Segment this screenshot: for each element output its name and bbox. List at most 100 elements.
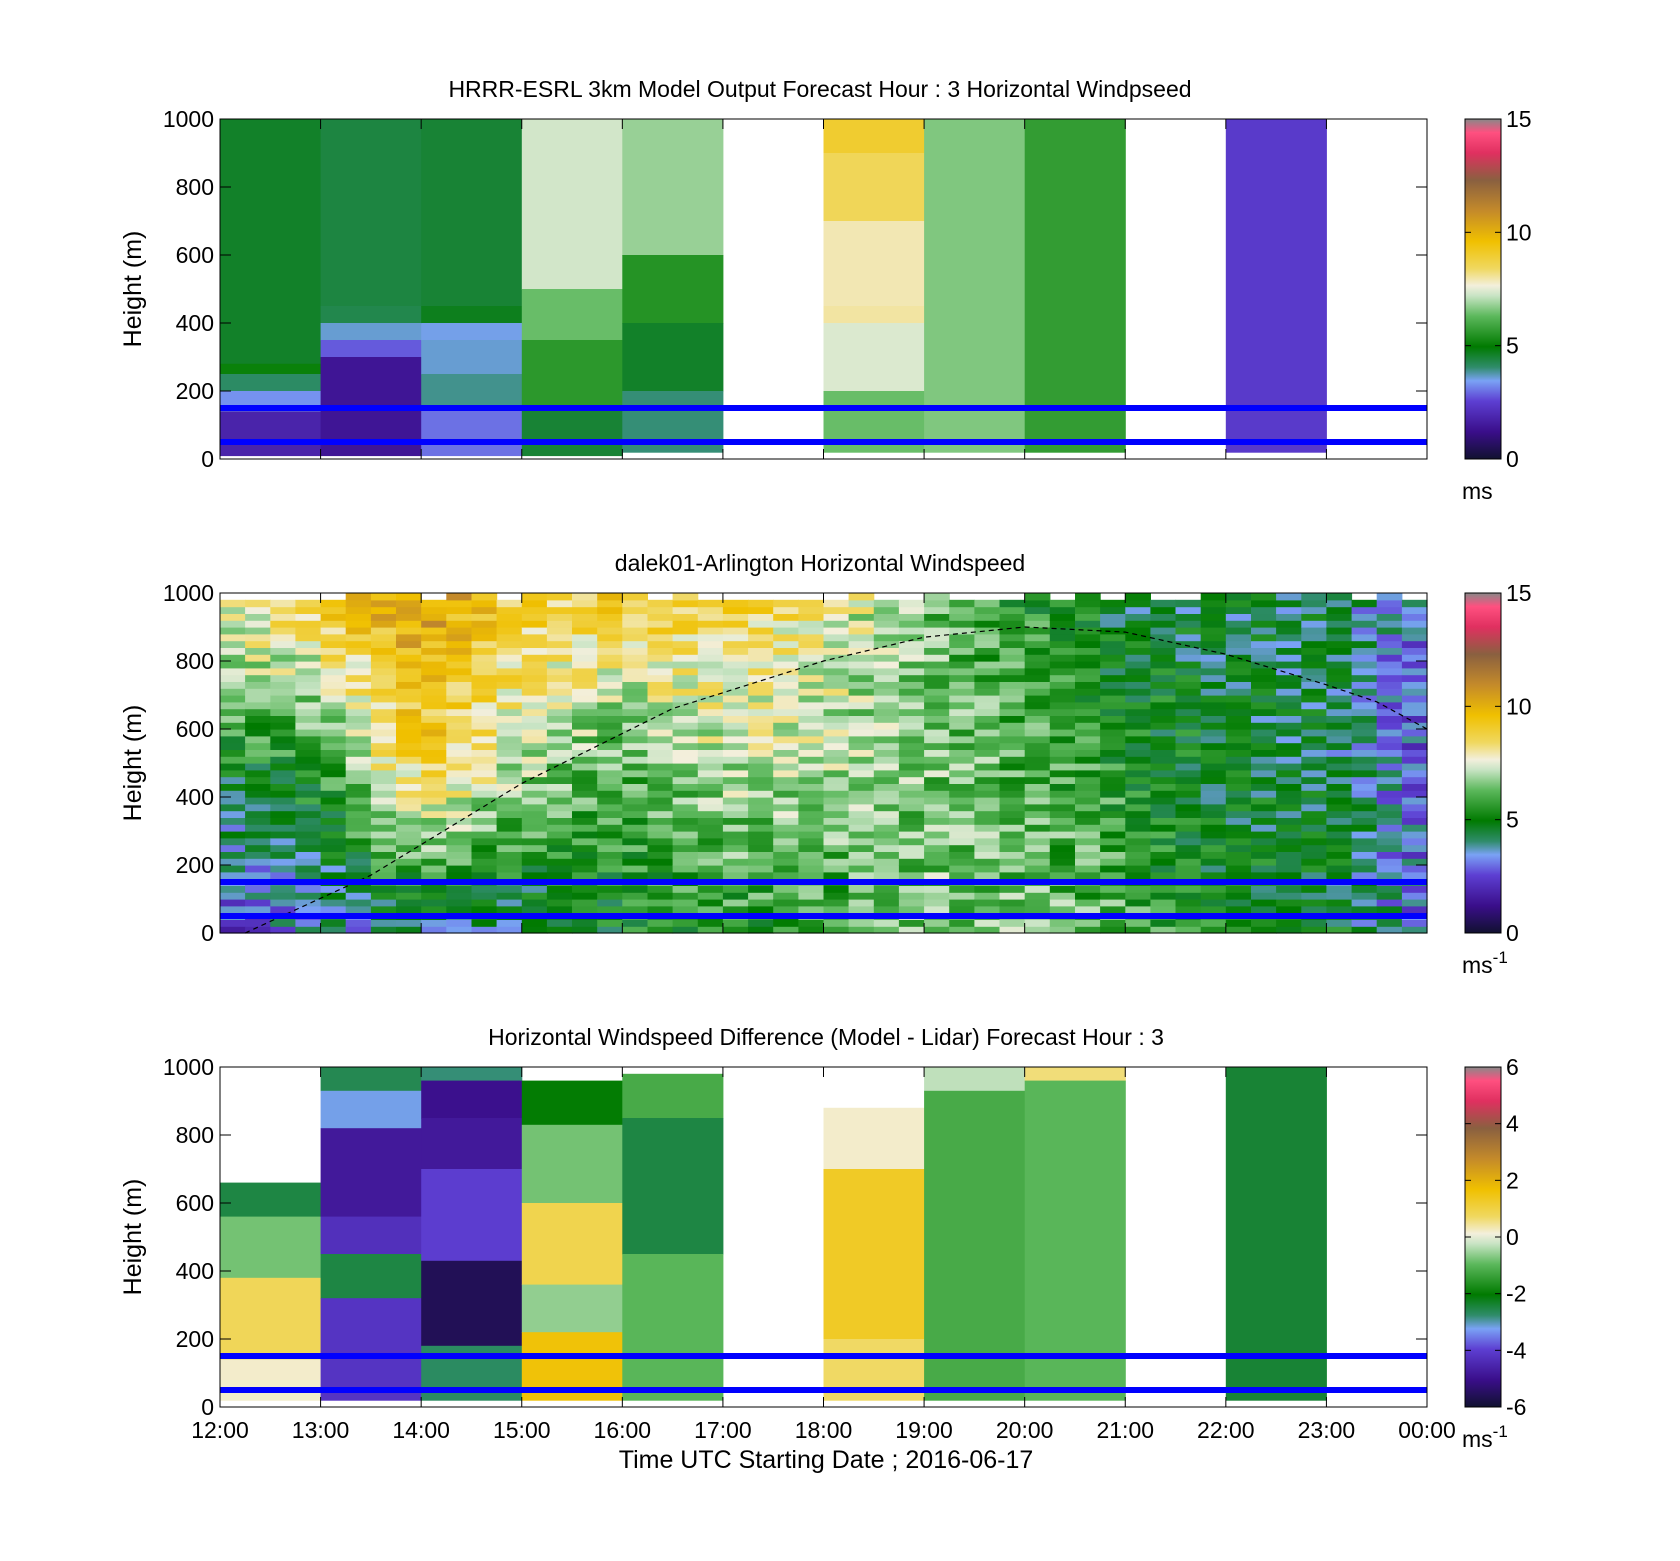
heatmap-cell bbox=[1075, 885, 1101, 893]
heatmap-cell bbox=[1251, 871, 1277, 880]
heatmap-cell bbox=[798, 871, 825, 880]
heatmap-cell bbox=[798, 613, 825, 621]
heatmap-cell bbox=[823, 674, 850, 682]
heatmap-cell bbox=[370, 633, 397, 642]
heatmap-cell bbox=[1125, 810, 1151, 818]
y-tick-label: 200 bbox=[176, 378, 214, 404]
heatmap-cell bbox=[999, 797, 1026, 805]
heatmap-cell bbox=[345, 593, 372, 601]
heatmap-cell bbox=[1075, 654, 1101, 662]
heatmap-cell bbox=[320, 323, 422, 341]
heatmap-cell bbox=[773, 871, 799, 880]
heatmap-cell bbox=[823, 810, 850, 818]
heatmap-cell bbox=[1225, 899, 1252, 907]
heatmap-cell bbox=[924, 871, 950, 880]
heatmap-cell bbox=[421, 729, 447, 737]
heatmap-cell bbox=[722, 776, 749, 784]
heatmap-cell bbox=[773, 688, 799, 696]
heatmap-cell bbox=[1175, 661, 1202, 669]
heatmap-cell bbox=[396, 810, 422, 818]
heatmap-cell bbox=[672, 858, 699, 866]
heatmap-cell bbox=[1326, 722, 1353, 730]
heatmap-cell bbox=[949, 790, 975, 798]
heatmap-cell bbox=[1326, 695, 1353, 703]
heatmap-cell bbox=[999, 722, 1026, 730]
heatmap-cell bbox=[823, 323, 925, 392]
heatmap-cell bbox=[597, 708, 623, 716]
heatmap-cell bbox=[1251, 858, 1277, 866]
heatmap-cell bbox=[1150, 742, 1177, 750]
heatmap-cell bbox=[748, 661, 774, 669]
heatmap-cell bbox=[622, 837, 648, 846]
heatmap-cell bbox=[471, 613, 498, 621]
heatmap-cell bbox=[421, 810, 447, 818]
heatmap-cell bbox=[1251, 667, 1277, 676]
heatmap-cell bbox=[1125, 593, 1151, 601]
heatmap-cell bbox=[370, 831, 397, 839]
heatmap-cell bbox=[873, 695, 900, 703]
colorbar-unit: ms-1 bbox=[1462, 948, 1508, 978]
heatmap-cell bbox=[446, 606, 472, 614]
heatmap-cell bbox=[974, 783, 1001, 791]
heatmap-cell bbox=[798, 851, 825, 859]
heatmap-cell bbox=[873, 729, 900, 737]
heatmap-cell bbox=[421, 851, 447, 859]
heatmap-cell bbox=[672, 661, 699, 669]
heatmap-cell bbox=[1049, 844, 1076, 852]
heatmap-cell bbox=[722, 735, 749, 744]
heatmap-cell bbox=[295, 871, 322, 880]
heatmap-cell bbox=[647, 905, 674, 914]
heatmap-cell bbox=[1276, 769, 1302, 778]
heatmap-cell bbox=[1376, 769, 1403, 778]
heatmap-cell bbox=[722, 681, 749, 689]
heatmap-cell bbox=[370, 797, 397, 805]
heatmap-cell bbox=[295, 831, 322, 839]
heatmap-cell bbox=[1100, 722, 1126, 730]
heatmap-cell bbox=[748, 905, 774, 914]
heatmap-cell bbox=[1200, 892, 1227, 900]
heatmap-cell bbox=[521, 715, 548, 723]
heatmap-cell bbox=[471, 851, 498, 859]
heatmap-cell bbox=[1100, 647, 1126, 655]
heatmap-cell bbox=[773, 926, 799, 934]
heatmap-cell bbox=[999, 865, 1026, 873]
heatmap-cell bbox=[999, 735, 1026, 744]
heatmap-cell bbox=[1326, 620, 1353, 628]
heatmap-cell bbox=[1049, 769, 1076, 778]
heatmap-cell bbox=[848, 783, 875, 791]
heatmap-cell bbox=[748, 695, 774, 703]
heatmap-cell bbox=[496, 613, 523, 621]
heatmap-cell bbox=[1351, 701, 1378, 710]
heatmap-cell bbox=[396, 654, 422, 662]
heatmap-cell bbox=[1024, 613, 1051, 621]
heatmap-cell bbox=[572, 701, 598, 710]
heatmap-cell bbox=[1049, 919, 1076, 927]
heatmap-cell bbox=[1049, 599, 1076, 608]
heatmap-cell bbox=[1200, 701, 1227, 710]
heatmap-cell bbox=[647, 627, 674, 635]
heatmap-cell bbox=[396, 640, 422, 648]
heatmap-cell bbox=[848, 776, 875, 784]
heatmap-cell bbox=[421, 865, 447, 873]
heatmap-cell bbox=[1075, 756, 1101, 764]
heatmap-cell bbox=[1150, 899, 1177, 907]
heatmap-cell bbox=[496, 851, 523, 859]
heatmap-cell bbox=[1301, 661, 1327, 669]
heatmap-cell bbox=[1251, 926, 1277, 934]
heatmap-cell bbox=[521, 776, 548, 784]
heatmap-cell bbox=[1326, 681, 1353, 689]
y-tick-label: 0 bbox=[201, 920, 214, 946]
heatmap-cell bbox=[220, 735, 246, 744]
heatmap-cell bbox=[546, 837, 573, 846]
heatmap-cell bbox=[924, 599, 950, 608]
heatmap-cell bbox=[898, 844, 925, 852]
heatmap-cell bbox=[924, 688, 950, 696]
heatmap-cell bbox=[521, 783, 548, 791]
heatmap-cell bbox=[974, 899, 1001, 907]
heatmap-cell bbox=[848, 729, 875, 737]
heatmap-cell bbox=[597, 606, 623, 614]
heatmap-cell bbox=[320, 1067, 422, 1092]
heatmap-cell bbox=[521, 824, 548, 832]
heatmap-cell bbox=[748, 790, 774, 798]
heatmap-cell bbox=[748, 599, 774, 608]
